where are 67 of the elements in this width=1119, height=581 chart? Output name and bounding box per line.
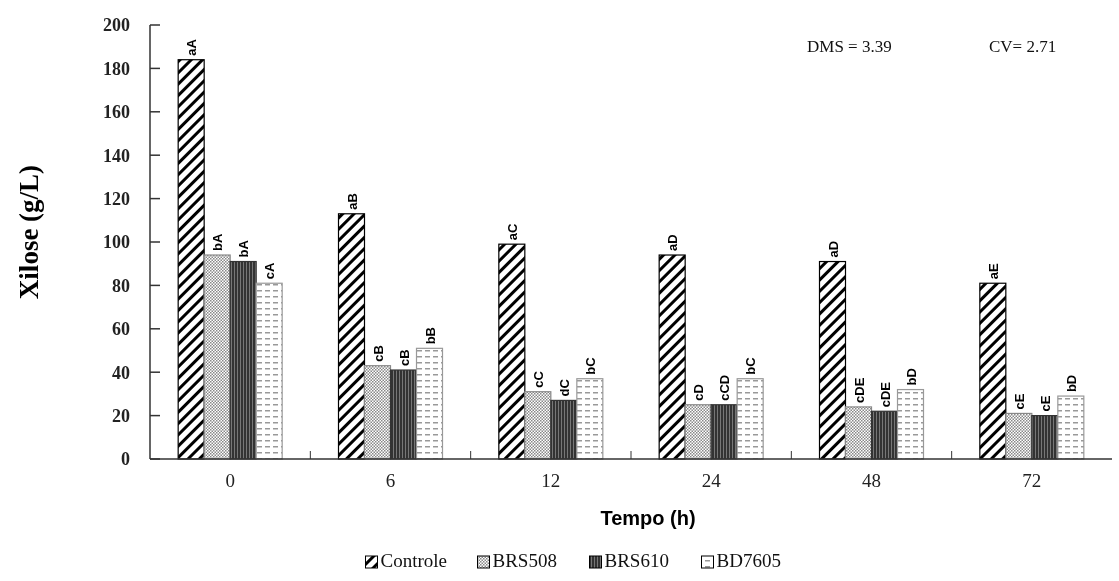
- annotation: DMS = 3.39: [807, 37, 892, 56]
- data-label: bA: [236, 239, 252, 258]
- bar: [415, 347, 444, 460]
- data-label: cD: [691, 384, 707, 401]
- data-label: bA: [210, 233, 226, 252]
- x-tick-label: 24: [701, 470, 722, 491]
- y-tick-label: 100: [103, 232, 130, 253]
- bar: [658, 254, 686, 460]
- y-tick-label: 80: [112, 275, 130, 296]
- bar: [1005, 412, 1033, 460]
- data-label: aD: [665, 234, 681, 252]
- data-label: cB: [370, 345, 386, 362]
- y-tick-label: 0: [121, 449, 130, 470]
- x-tick-label: 12: [541, 470, 561, 491]
- y-tick-label: 200: [103, 15, 130, 36]
- data-label: aE: [985, 263, 1001, 280]
- y-tick-label: 120: [103, 188, 130, 209]
- data-label: cCD: [717, 374, 733, 401]
- x-tick-label: 0: [225, 470, 235, 491]
- bar: [576, 378, 604, 460]
- bar: [818, 260, 847, 460]
- bar: [896, 388, 925, 460]
- bar: [736, 378, 764, 460]
- data-label: aD: [825, 240, 841, 258]
- bar: [498, 243, 526, 460]
- data-label: cDE: [877, 381, 893, 408]
- data-label: cE: [1011, 393, 1027, 410]
- y-tick-label: 40: [112, 362, 130, 383]
- y-axis-title: Xilose (g/L): [14, 164, 44, 300]
- bar: [979, 282, 1007, 460]
- legend-label: BD7605: [716, 550, 781, 571]
- data-label: cB: [396, 349, 412, 367]
- data-label: cDE: [851, 377, 867, 403]
- data-label: bC: [582, 356, 598, 375]
- data-label: aC: [504, 222, 520, 241]
- data-label: bB: [422, 326, 438, 345]
- annotation: CV= 2.71: [989, 37, 1057, 56]
- legend-label: BRS508: [492, 550, 557, 571]
- data-label: bD: [903, 368, 919, 386]
- legend-label: BRS610: [604, 550, 669, 571]
- data-label: aA: [184, 38, 200, 56]
- x-tick-label: 48: [862, 470, 881, 491]
- bar: [203, 254, 231, 460]
- bar: [524, 391, 552, 460]
- bar: [177, 59, 205, 460]
- y-tick-label: 60: [112, 319, 130, 340]
- x-axis-title: Tempo (h): [600, 507, 696, 529]
- data-label: dC: [556, 378, 572, 397]
- bar: [363, 365, 392, 460]
- x-tick-label: 72: [1022, 470, 1042, 491]
- bar: [255, 282, 283, 460]
- data-label: bD: [1063, 374, 1079, 393]
- y-tick-label: 180: [103, 58, 130, 79]
- legend-label: Controle: [380, 550, 447, 571]
- bar: [337, 213, 366, 460]
- data-label: cA: [262, 262, 278, 280]
- data-label: cE: [1037, 395, 1053, 412]
- data-label: aB: [344, 193, 360, 210]
- bar: [844, 406, 873, 460]
- data-label: cC: [530, 370, 546, 388]
- bar: [684, 404, 712, 460]
- bar: [1057, 395, 1085, 460]
- y-tick-label: 20: [112, 405, 130, 426]
- x-tick-label: 6: [385, 470, 396, 491]
- y-tick-label: 160: [103, 102, 130, 123]
- y-tick-label: 140: [103, 145, 130, 166]
- data-label: bC: [743, 356, 759, 375]
